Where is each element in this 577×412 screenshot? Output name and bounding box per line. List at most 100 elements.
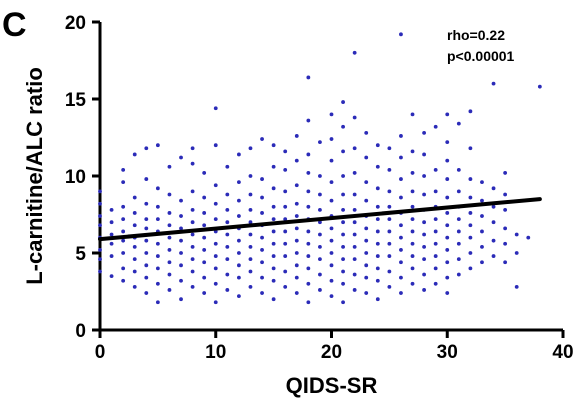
data-point — [399, 177, 403, 181]
data-point — [352, 220, 357, 225]
data-point — [260, 177, 264, 181]
data-point — [237, 180, 241, 185]
data-point — [144, 251, 149, 255]
data-points — [98, 32, 542, 305]
data-point — [132, 284, 137, 289]
data-point — [283, 254, 288, 258]
data-point — [179, 214, 183, 218]
data-point — [98, 214, 102, 218]
data-point — [190, 284, 195, 289]
data-point — [202, 260, 207, 265]
data-point — [121, 238, 126, 243]
data-point — [271, 278, 276, 283]
data-point — [190, 146, 195, 151]
data-point — [410, 171, 415, 175]
data-point — [399, 275, 403, 280]
data-point — [306, 118, 311, 123]
data-point — [155, 281, 160, 286]
data-point — [503, 207, 508, 212]
data-point — [132, 211, 137, 215]
data-point — [202, 275, 207, 280]
data-point — [318, 244, 322, 249]
stat-annotation: rho=0.22 — [447, 27, 505, 43]
data-point — [329, 158, 334, 163]
data-point — [271, 241, 276, 246]
data-point — [375, 241, 380, 246]
data-point — [352, 115, 357, 120]
data-point — [387, 241, 392, 246]
data-point — [341, 220, 345, 225]
data-point — [109, 241, 114, 246]
regression-line-group — [98, 197, 542, 242]
data-point — [433, 241, 438, 246]
data-point — [375, 217, 380, 222]
data-point — [202, 291, 207, 295]
data-point — [410, 281, 415, 286]
data-point — [167, 164, 172, 169]
data-point — [190, 232, 195, 237]
data-point — [445, 158, 450, 163]
data-point — [480, 198, 484, 203]
data-point — [98, 257, 102, 262]
data-point — [491, 204, 496, 209]
x-tick-label: 0 — [95, 342, 106, 363]
data-point — [503, 241, 508, 246]
data-point — [329, 112, 334, 117]
data-point — [179, 297, 183, 302]
data-point — [283, 217, 288, 222]
data-point — [410, 266, 415, 271]
data-point — [121, 251, 126, 255]
data-point — [167, 288, 172, 292]
data-point — [202, 235, 207, 240]
data-point — [144, 146, 149, 151]
data-point — [294, 251, 299, 255]
data-point — [98, 189, 102, 194]
data-point — [248, 257, 253, 262]
data-point — [422, 272, 426, 277]
data-point — [179, 226, 183, 231]
data-point — [121, 204, 126, 209]
data-point — [306, 189, 311, 194]
data-point — [433, 281, 438, 286]
data-point — [283, 149, 288, 154]
data-point — [109, 207, 114, 212]
data-point — [260, 235, 264, 240]
data-point — [283, 284, 288, 289]
data-point — [456, 257, 461, 262]
data-point — [179, 238, 183, 243]
data-point — [294, 134, 299, 138]
data-point — [167, 272, 172, 277]
data-point — [433, 229, 438, 234]
x-tick-label: 10 — [205, 342, 226, 363]
data-point — [480, 229, 484, 234]
data-point — [364, 238, 369, 243]
data-point — [318, 174, 322, 178]
data-point — [341, 244, 345, 249]
data-point — [283, 269, 288, 274]
data-point — [341, 269, 345, 274]
data-point — [318, 272, 322, 277]
data-point — [410, 112, 415, 117]
data-point — [248, 146, 253, 151]
data-point — [144, 275, 149, 280]
data-point — [445, 291, 450, 295]
x-tick-label: 20 — [321, 342, 342, 363]
y-tick-label: 15 — [65, 90, 87, 111]
data-point — [237, 275, 241, 280]
data-point — [514, 251, 519, 255]
data-point — [213, 281, 218, 286]
data-point — [202, 211, 207, 215]
data-point — [144, 226, 149, 231]
data-point — [306, 281, 311, 286]
data-point — [306, 204, 311, 209]
x-tick-label: 30 — [437, 342, 458, 363]
data-point — [352, 207, 357, 212]
data-point — [422, 130, 426, 135]
data-point — [225, 257, 230, 262]
data-point — [399, 248, 403, 252]
data-point — [155, 241, 160, 246]
data-point — [155, 254, 160, 258]
data-point — [271, 217, 276, 222]
data-point — [456, 167, 461, 172]
